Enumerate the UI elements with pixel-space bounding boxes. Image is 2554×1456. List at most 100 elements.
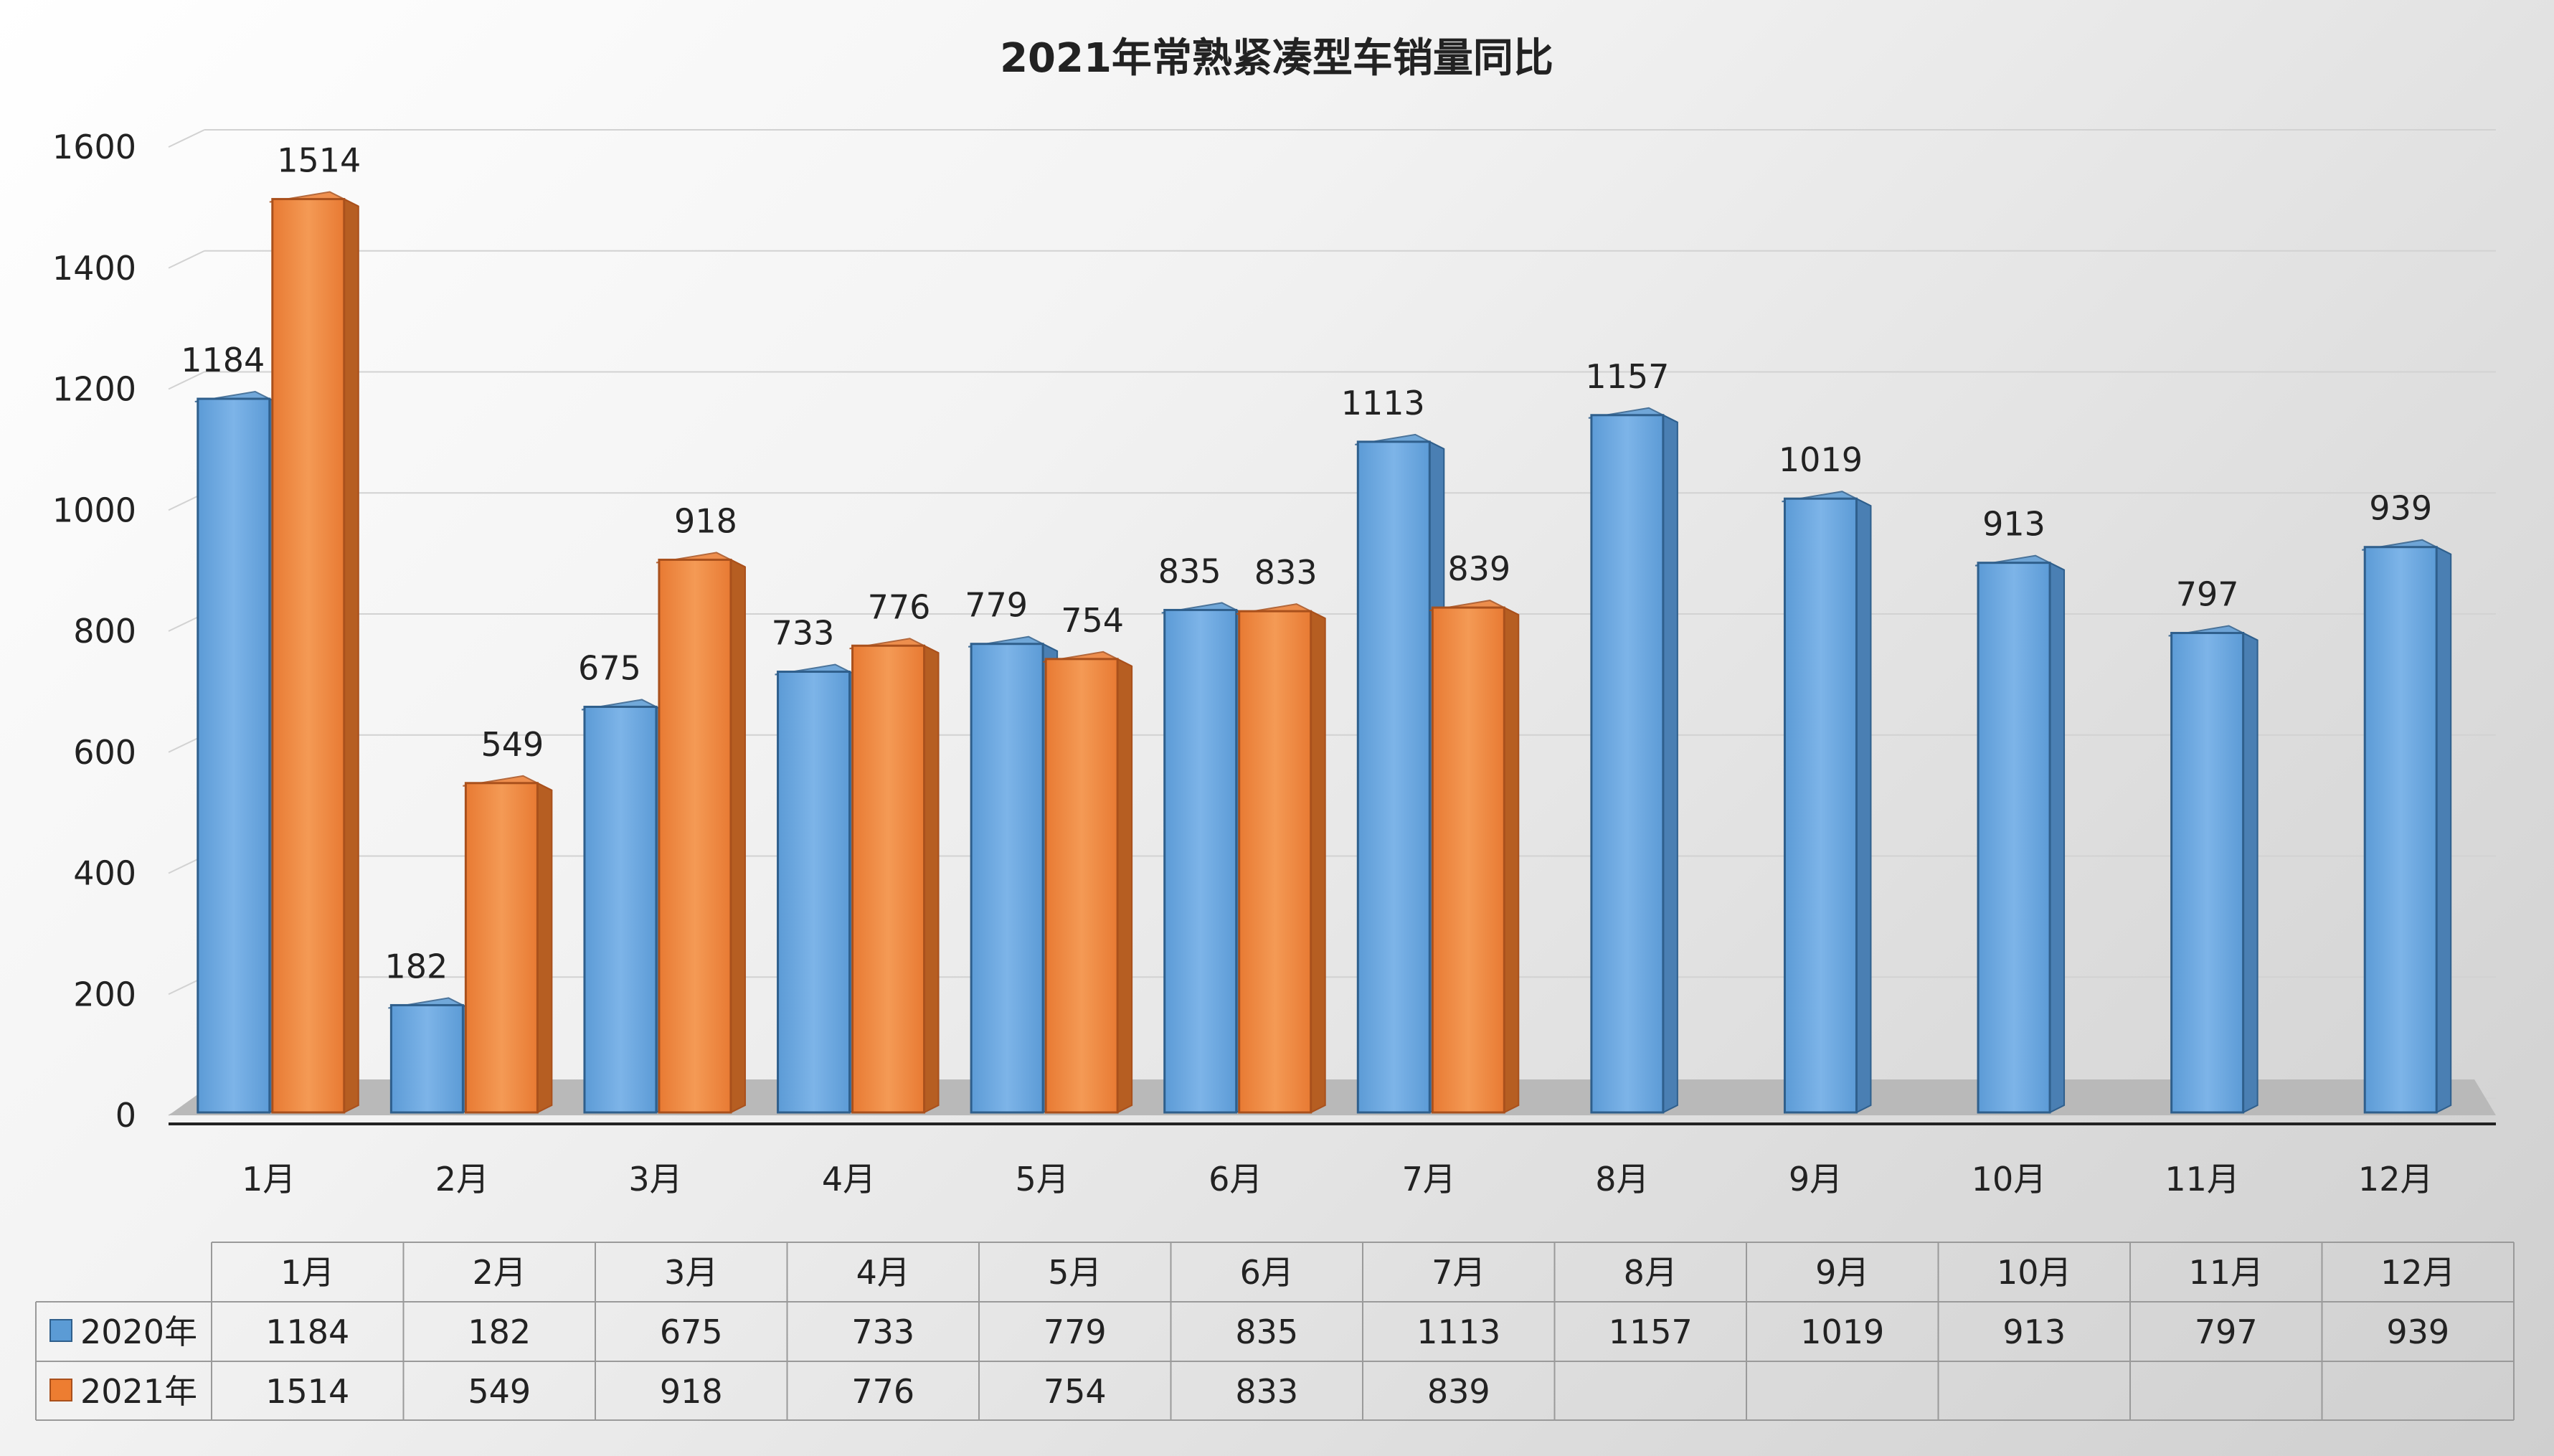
bar-2021-4	[849, 638, 940, 1114]
table-header-cell: 12月	[2380, 1253, 2456, 1292]
bar-2021-2-side	[536, 782, 553, 1114]
bar-2020-1-front	[197, 397, 271, 1114]
gridline-depth	[168, 371, 205, 390]
legend-swatch-2021年	[49, 1379, 72, 1401]
bar-2021-1-side	[343, 197, 359, 1114]
bar-2021-6-side	[1310, 610, 1326, 1114]
bar-2021-1	[269, 191, 359, 1114]
x-tick-label: 5月	[1015, 1160, 1069, 1199]
table-header-cell: 6月	[1240, 1253, 1294, 1292]
gridline-depth	[168, 250, 205, 269]
data-label-2021: 839	[1447, 549, 1510, 588]
gridline-depth	[168, 129, 205, 148]
x-tick-label: 3月	[628, 1160, 682, 1199]
bar-2020-6-front	[1163, 608, 1238, 1114]
data-label-2020: 1184	[181, 341, 265, 379]
table-cell: 754	[1044, 1372, 1107, 1411]
bar-2020-6	[1161, 602, 1252, 1114]
data-label-2020: 1157	[1585, 357, 1669, 396]
data-label-2020: 797	[2176, 575, 2239, 614]
table-cell: 797	[2195, 1313, 2258, 1351]
bar-2020-9-front	[1783, 497, 1858, 1114]
bar-2020-8-side	[1662, 414, 1678, 1114]
bar-2020-11	[2168, 625, 2259, 1114]
bar-2020-12-side	[2436, 546, 2452, 1114]
chart-title: 2021年常熟紧凑型车销量同比	[1000, 35, 1553, 82]
x-tick-label: 9月	[1789, 1160, 1843, 1199]
bar-2020-11-side	[2242, 631, 2259, 1114]
x-tick-label: 11月	[2165, 1160, 2240, 1199]
bar-2020-7	[1355, 433, 1445, 1114]
bar-2021-2	[463, 775, 553, 1114]
bar-2020-12	[2362, 539, 2452, 1114]
bar-2021-7-front	[1431, 606, 1505, 1114]
bar-2020-2-front	[389, 1003, 464, 1114]
table-cell: 182	[468, 1313, 531, 1351]
bar-2021-5-front	[1044, 658, 1119, 1114]
bar-2020-1	[194, 390, 285, 1114]
bar-2020-9-side	[1855, 497, 1872, 1114]
bar-2020-7-front	[1356, 440, 1431, 1114]
table-header-cell: 1月	[280, 1253, 334, 1292]
data-label-2021: 776	[868, 587, 931, 626]
bar-2021-5-side	[1117, 658, 1133, 1114]
data-label-2020: 1113	[1341, 384, 1425, 422]
data-labels: 1184 1514 182 549 675 918 733 776 779 754 835 833 11…	[181, 141, 2432, 986]
data-label-2021: 754	[1061, 601, 1124, 640]
table-cell: 733	[851, 1313, 914, 1351]
data-label-2020: 182	[384, 947, 448, 985]
bar-2020-4	[775, 663, 865, 1114]
bar-2021-5	[1042, 651, 1133, 1114]
chart-floor	[169, 1079, 2496, 1115]
table-header-cell: 9月	[1815, 1253, 1869, 1292]
table-cell: 779	[1044, 1313, 1107, 1351]
table-cell: 549	[468, 1372, 531, 1411]
legend-swatch-2020年	[49, 1319, 72, 1342]
x-tick-label: 4月	[822, 1160, 876, 1199]
bar-2020-2	[388, 997, 478, 1114]
floor	[169, 1079, 2496, 1125]
table-header-cell: 8月	[1624, 1253, 1678, 1292]
table-header-cell: 7月	[1432, 1253, 1485, 1292]
table-cell: 833	[1235, 1372, 1298, 1411]
data-label-2020: 675	[578, 648, 641, 687]
data-label-2020: 913	[1982, 505, 2045, 544]
table-cell: 939	[2386, 1313, 2449, 1351]
bar-2020-5-front	[970, 643, 1044, 1114]
table-cell: 918	[660, 1372, 723, 1411]
bar-2021-6-front	[1238, 610, 1313, 1114]
table-header-cell: 3月	[664, 1253, 718, 1292]
table-cell: 1157	[1609, 1313, 1693, 1351]
bar-2020-10-front	[1977, 562, 2051, 1114]
bar-2021-2-front	[464, 782, 539, 1114]
bar-2021-1-front	[271, 198, 346, 1114]
y-axis: 0 200 400 600 800 1000 1200 1400 1600	[52, 128, 136, 1135]
x-tick-label: 8月	[1595, 1160, 1649, 1199]
x-axis: 1月 2月 3月 4月 5月 6月 7月 8月 9月 10月 11月 12月	[242, 1160, 2433, 1199]
data-label-2021: 833	[1254, 553, 1318, 592]
bar-2020-9	[1782, 491, 1872, 1114]
table-cell: 776	[851, 1372, 914, 1411]
bar-2020-3-front	[583, 705, 658, 1114]
data-label-2020: 779	[965, 586, 1028, 625]
table-header-cell: 11月	[2188, 1253, 2264, 1292]
bars	[194, 191, 2452, 1114]
bar-2021-3-front	[658, 558, 732, 1114]
x-tick-label: 12月	[2358, 1160, 2434, 1199]
table-header-cell: 5月	[1048, 1253, 1102, 1292]
bar-2021-4-front	[851, 644, 926, 1114]
table-cell: 1514	[265, 1372, 349, 1411]
bar-2021-4-side	[923, 644, 940, 1114]
x-tick-label: 6月	[1209, 1160, 1262, 1199]
table-cell: 835	[1235, 1313, 1298, 1351]
table-cell: 1184	[265, 1313, 349, 1351]
x-tick-label: 7月	[1402, 1160, 1456, 1199]
y-tick-label: 1400	[52, 249, 136, 288]
y-tick-label: 800	[73, 612, 136, 651]
table-header-cell: 2月	[473, 1253, 526, 1292]
table-cell: 1113	[1416, 1313, 1500, 1351]
table-cell: 839	[1427, 1372, 1490, 1411]
bar-2021-6	[1236, 603, 1326, 1114]
data-table: 1月 2月 3月 4月 5月 6月 7月 8月 9月 10月 11月 12月 2020年 1184 182 6…	[35, 1242, 2515, 1421]
